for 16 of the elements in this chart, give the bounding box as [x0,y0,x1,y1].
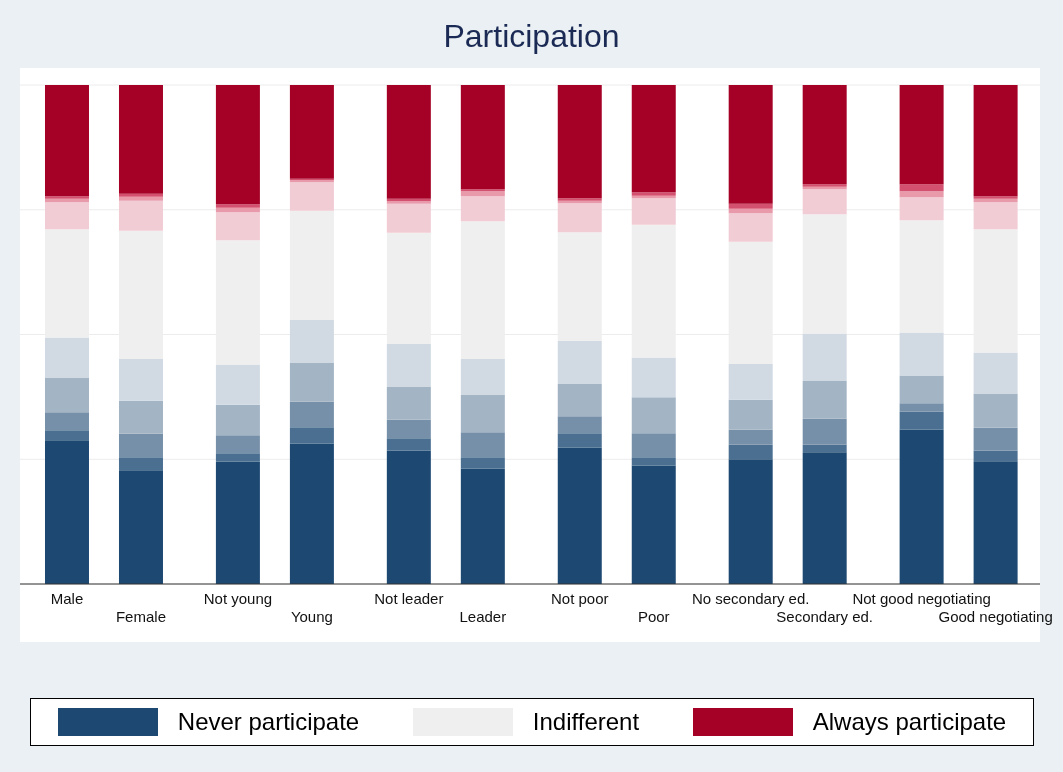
x-tick-label: Not poor [550,590,609,607]
legend-label: Never participate [177,708,360,736]
x-tick-label: Not leader [374,590,444,607]
x-tick-label: Good negotiating [938,608,1053,625]
x-tick-label: Male [50,590,84,607]
chart-title: Participation [442,18,621,55]
legend-label: Indifferent [532,708,640,736]
x-tick-label: Young [290,608,333,625]
x-tick-label: Poor [637,608,670,625]
legend-label: Always participate [812,708,1007,736]
x-tick-label: Secondary ed. [776,608,874,625]
x-tick-label: Not young [203,590,273,607]
x-tick-label: No secondary ed. [691,590,810,607]
x-tick-label: Leader [459,608,507,625]
x-tick-label: Female [115,608,166,625]
x-tick-label: Not good negotiating [852,590,991,607]
